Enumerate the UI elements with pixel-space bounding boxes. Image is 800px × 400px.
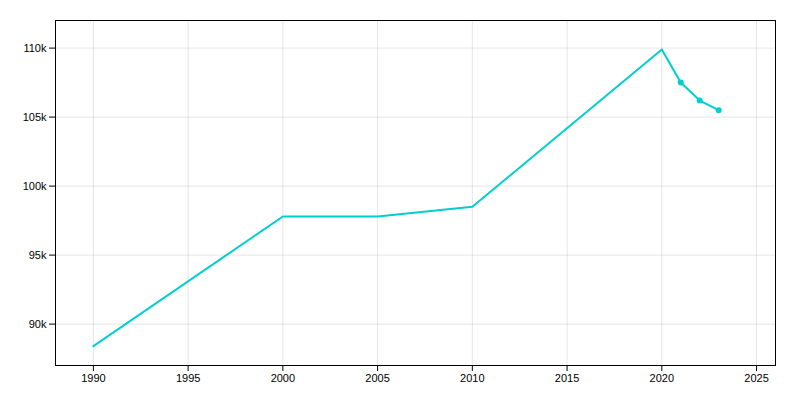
svg-text:2015: 2015: [555, 372, 579, 384]
svg-text:2020: 2020: [650, 372, 674, 384]
svg-text:1995: 1995: [176, 372, 200, 384]
svg-text:90k: 90k: [29, 318, 47, 330]
svg-text:2010: 2010: [460, 372, 484, 384]
svg-text:110k: 110k: [23, 42, 47, 54]
svg-text:1990: 1990: [81, 372, 105, 384]
svg-text:95k: 95k: [29, 249, 47, 261]
svg-text:105k: 105k: [23, 111, 47, 123]
svg-text:2005: 2005: [365, 372, 389, 384]
svg-text:100k: 100k: [23, 180, 47, 192]
svg-text:2025: 2025: [744, 372, 768, 384]
svg-text:2000: 2000: [271, 372, 295, 384]
